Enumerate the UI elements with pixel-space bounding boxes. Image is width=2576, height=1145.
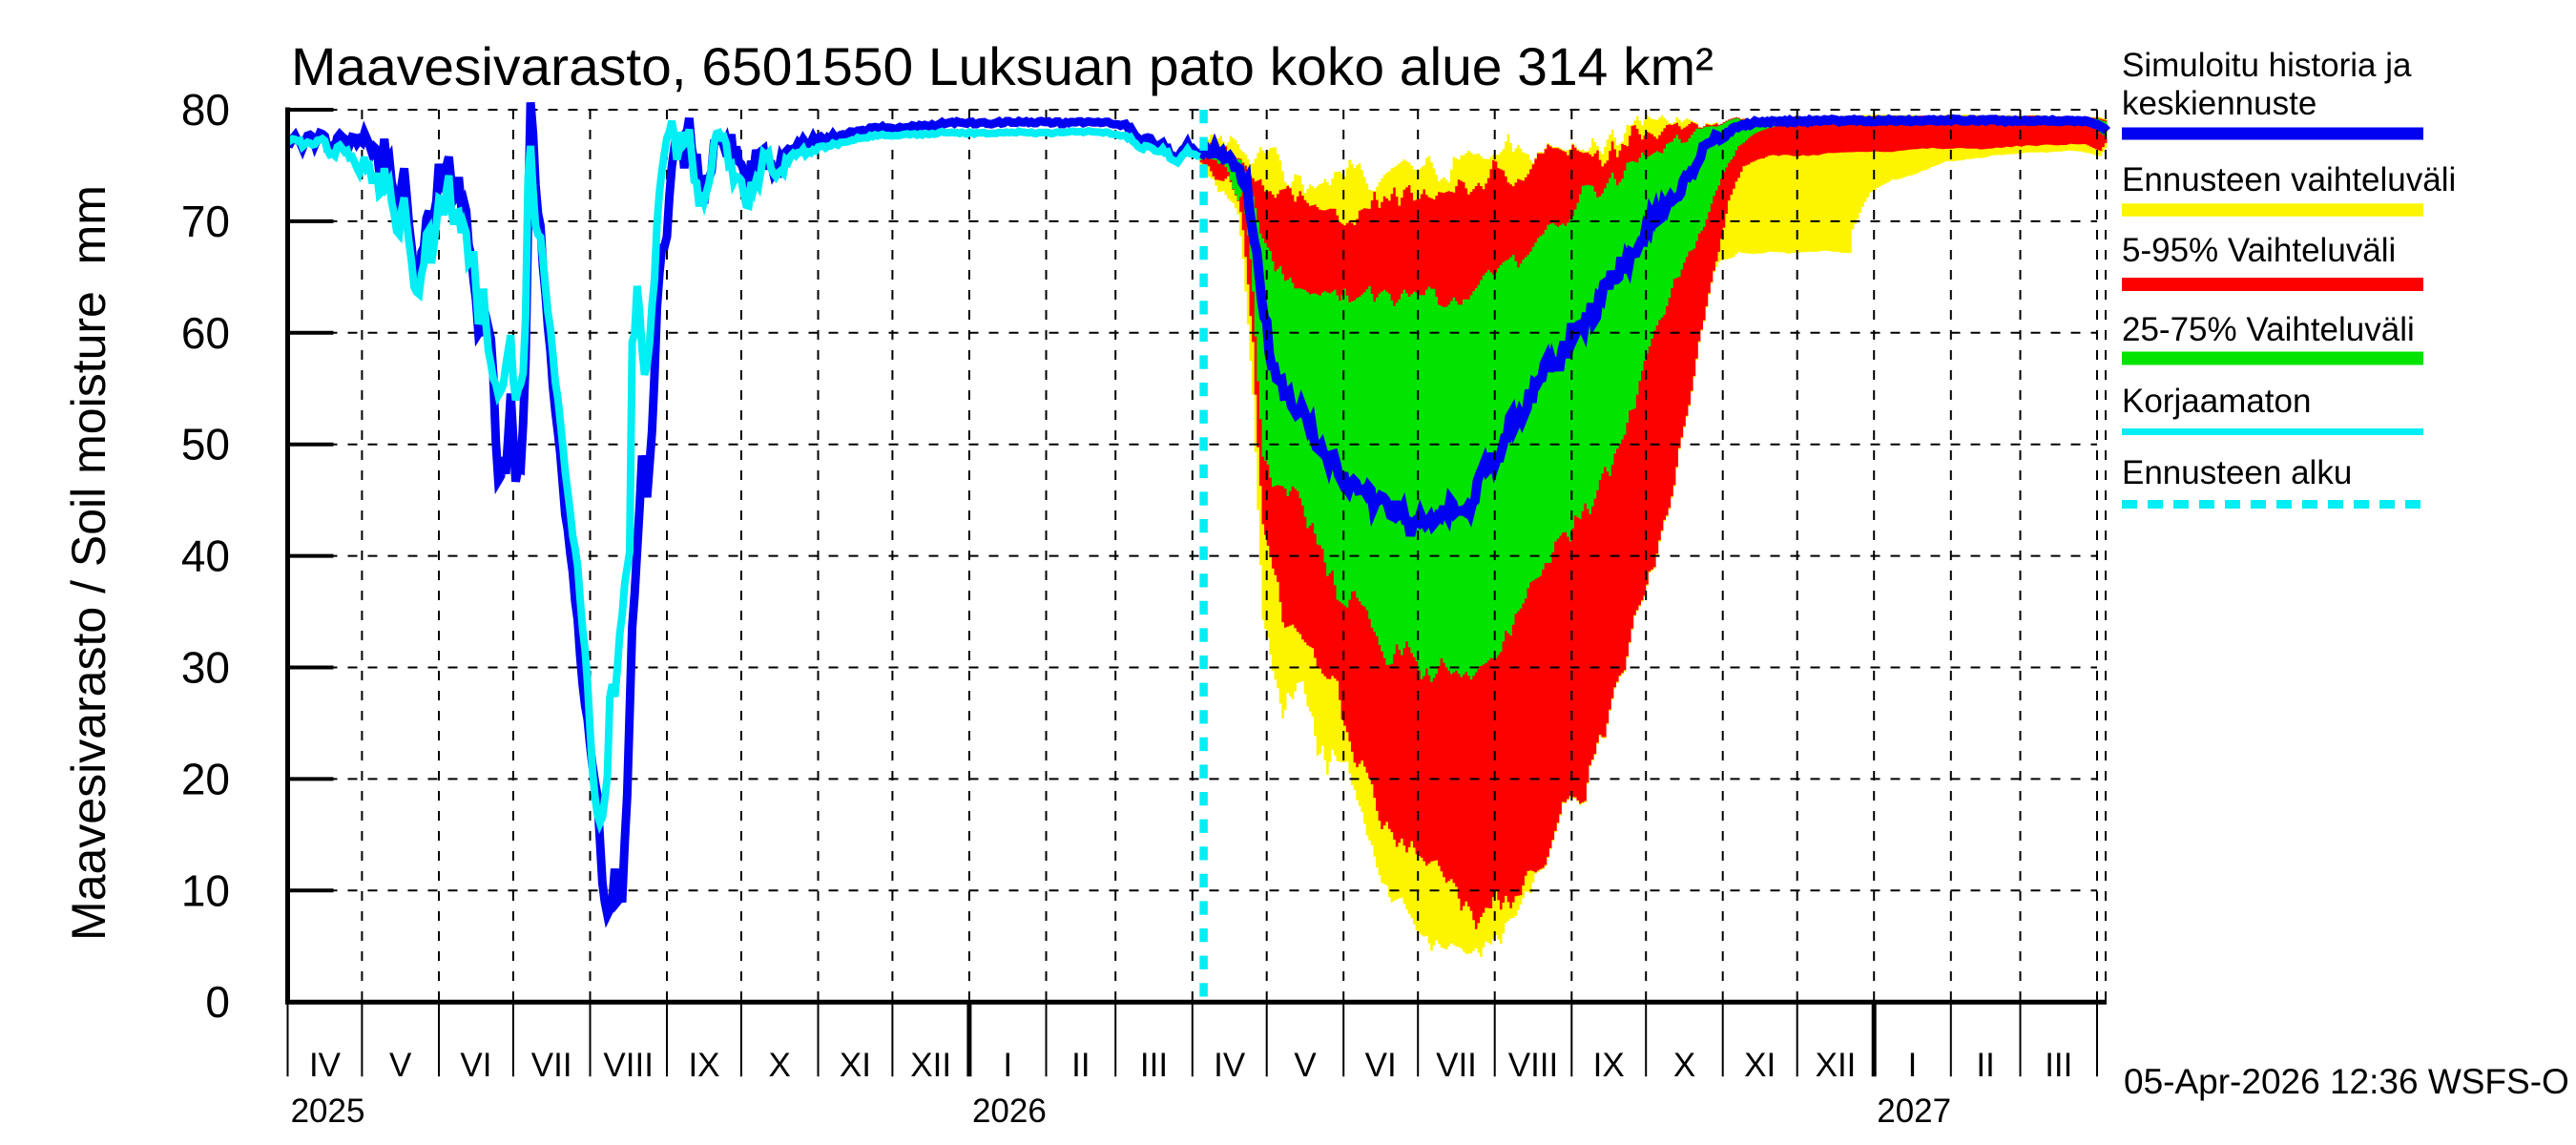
svg-text:Maavesivarasto / Soil moisture: Maavesivarasto / Soil moisture mm	[62, 185, 115, 941]
svg-text:25-75% Vaihteluväli: 25-75% Vaihteluväli	[2122, 311, 2415, 348]
svg-text:5-95% Vaihteluväli: 5-95% Vaihteluväli	[2122, 232, 2396, 269]
svg-text:V: V	[1294, 1047, 1317, 1084]
svg-text:keskiennuste: keskiennuste	[2122, 85, 2316, 122]
svg-text:I: I	[1003, 1047, 1012, 1084]
svg-text:Simuloitu historia ja: Simuloitu historia ja	[2122, 47, 2412, 84]
svg-text:2025: 2025	[291, 1093, 365, 1130]
svg-text:XI: XI	[1744, 1047, 1776, 1084]
svg-text:XII: XII	[910, 1047, 951, 1084]
svg-text:III: III	[2045, 1047, 2072, 1084]
svg-text:I: I	[1908, 1047, 1918, 1084]
svg-text:II: II	[1071, 1047, 1090, 1084]
svg-text:VI: VI	[460, 1047, 491, 1084]
svg-text:IV: IV	[309, 1047, 342, 1084]
svg-text:Maavesivarasto, 6501550 Luksua: Maavesivarasto, 6501550 Luksuan pato kok…	[291, 36, 1714, 96]
svg-text:50: 50	[181, 420, 230, 469]
svg-text:XI: XI	[840, 1047, 871, 1084]
svg-text:60: 60	[181, 308, 230, 358]
svg-text:40: 40	[181, 531, 230, 581]
svg-text:2026: 2026	[972, 1093, 1047, 1130]
svg-text:X: X	[1673, 1047, 1695, 1084]
svg-text:0: 0	[205, 977, 230, 1027]
svg-text:IX: IX	[1593, 1047, 1625, 1084]
svg-text:VI: VI	[1365, 1047, 1397, 1084]
svg-text:05-Apr-2026 12:36 WSFS-O: 05-Apr-2026 12:36 WSFS-O	[2124, 1062, 2569, 1101]
svg-text:X: X	[769, 1047, 791, 1084]
svg-text:V: V	[389, 1047, 412, 1084]
svg-text:VII: VII	[531, 1047, 572, 1084]
svg-text:VIII: VIII	[1508, 1047, 1559, 1084]
svg-text:80: 80	[181, 85, 230, 135]
svg-text:Korjaamaton: Korjaamaton	[2122, 383, 2311, 420]
svg-text:2027: 2027	[1877, 1093, 1951, 1130]
svg-text:XII: XII	[1816, 1047, 1857, 1084]
svg-text:20: 20	[181, 754, 230, 803]
svg-text:III: III	[1140, 1047, 1168, 1084]
svg-text:IV: IV	[1214, 1047, 1246, 1084]
svg-text:IX: IX	[688, 1047, 719, 1084]
svg-text:VII: VII	[1436, 1047, 1477, 1084]
svg-text:Ennusteen alku: Ennusteen alku	[2122, 454, 2352, 491]
svg-text:Ennusteen vaihteluväli: Ennusteen vaihteluväli	[2122, 161, 2456, 198]
svg-text:70: 70	[181, 197, 230, 246]
svg-text:30: 30	[181, 643, 230, 693]
svg-text:10: 10	[181, 865, 230, 915]
svg-text:II: II	[1976, 1047, 1994, 1084]
svg-text:VIII: VIII	[603, 1047, 654, 1084]
